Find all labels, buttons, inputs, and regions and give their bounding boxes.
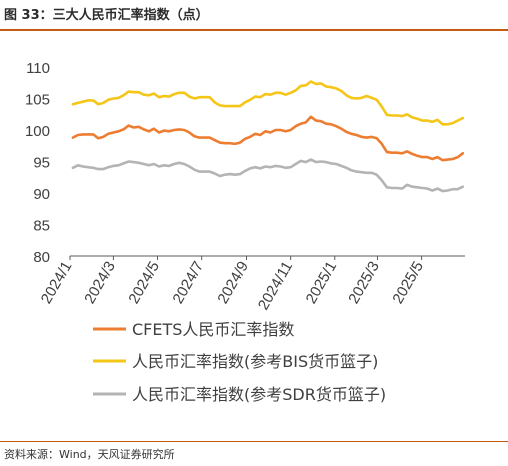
y-tick-label: 105 <box>25 92 50 109</box>
series-layer <box>71 80 465 193</box>
series-line-2 <box>71 80 465 126</box>
title-divider <box>0 29 508 31</box>
legend-label: 人民币汇率指数(参考BIS货币篮子) <box>132 352 378 371</box>
x-tick-label: 2024/9 <box>214 259 252 307</box>
y-tick-label: 100 <box>25 123 50 140</box>
figure-title: 图 33：三大人民币汇率指数（点） <box>4 8 209 23</box>
y-tick-label: 90 <box>33 186 50 203</box>
x-axis: 2024/1 2024/3 2024/5 2024/7 2024/9 2024/11 202… <box>38 255 465 313</box>
x-tick-label: 2024/5 <box>125 259 163 307</box>
y-tick-label: 85 <box>33 218 50 235</box>
legend-label: 人民币汇率指数(参考SDR货币篮子) <box>132 385 386 404</box>
source-note: 资料来源：Wind，天风证券研究所 <box>4 448 175 461</box>
source-divider <box>0 441 508 442</box>
y-tick-label: 110 <box>26 60 50 77</box>
series-line-1 <box>71 115 465 162</box>
x-tick-label: 2024/11 <box>255 259 296 313</box>
series-line-3 <box>71 158 465 193</box>
x-tick-label: 2025/1 <box>303 259 341 307</box>
y-tick-label: 80 <box>33 249 50 266</box>
y-axis: 80 85 90 95 100 105 110 <box>25 60 50 266</box>
x-tick-label: 2025/5 <box>389 259 427 307</box>
legend-label: CFETS人民币汇率指数 <box>132 320 294 339</box>
y-tick-label: 95 <box>33 155 50 172</box>
x-tick-label: 2024/7 <box>169 259 207 307</box>
line-chart: 80 85 90 95 100 105 110 2024/1 2024/3 2024/5 2024… <box>25 60 465 404</box>
x-tick-label: 2025/3 <box>345 259 383 307</box>
x-tick-label: 2024/3 <box>81 259 119 307</box>
